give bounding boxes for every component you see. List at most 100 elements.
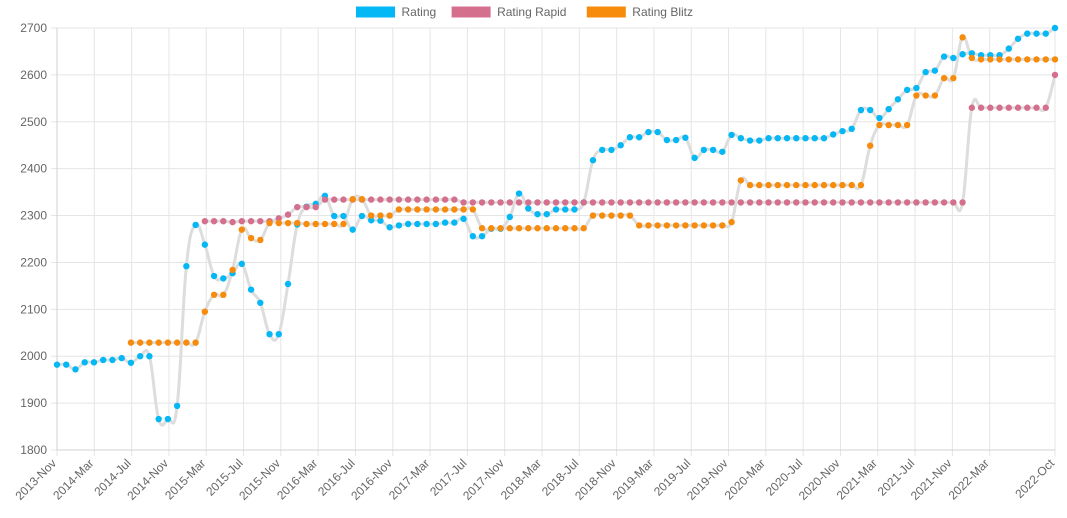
rating-point	[709, 146, 717, 154]
rating-blitz-point	[830, 181, 837, 189]
rating-blitz-point	[220, 291, 227, 298]
rating-rapid-point	[654, 199, 661, 206]
rating-point	[950, 54, 957, 62]
rating-rapid-point	[608, 199, 615, 206]
rating-rapid-point	[488, 199, 495, 206]
legend-item-rating[interactable]: Rating	[355, 5, 437, 19]
rating-point	[645, 128, 652, 136]
rating-rapid-point	[765, 199, 772, 206]
legend[interactable]: Rating Rating Rapid Rating Blitz	[355, 5, 694, 19]
rating-point	[340, 212, 347, 220]
rating-rapid-point	[663, 199, 671, 206]
legend-item-rating-rapid[interactable]: Rating Rapid	[450, 5, 566, 19]
rating-point	[562, 206, 569, 213]
rating-blitz-point	[848, 181, 855, 189]
y-tick-label: 2000	[20, 349, 47, 363]
rating-point	[238, 260, 246, 268]
rating-blitz-point	[959, 34, 966, 41]
rating-rapid-point	[802, 199, 809, 206]
rating-rapid-point	[571, 199, 578, 206]
rating-point	[626, 134, 634, 141]
rating-point	[201, 241, 209, 248]
rating-rapid-point	[987, 104, 994, 111]
rating-blitz-point	[155, 339, 162, 346]
rating-point	[266, 330, 273, 338]
rating-rapid-point	[478, 199, 486, 206]
rating-rapid-point	[1042, 104, 1049, 111]
rating-rapid-point	[432, 196, 440, 203]
rating-rapid-point	[922, 199, 929, 206]
y-tick-label: 2600	[20, 68, 47, 82]
rating-point	[515, 190, 523, 197]
rating-point	[478, 232, 486, 240]
rating-blitz-point	[931, 92, 939, 99]
legend-swatch	[585, 5, 627, 19]
rating-blitz-point	[700, 222, 708, 229]
rating-blitz-point	[839, 181, 846, 189]
rating-point	[441, 219, 449, 226]
rating-rapid-point	[1024, 104, 1031, 111]
rating-point	[118, 354, 125, 362]
rating-rapid-point	[977, 104, 985, 111]
rating-point	[820, 134, 828, 142]
rating-point	[460, 215, 467, 223]
rating-blitz-point	[451, 206, 458, 213]
rating-point	[284, 280, 292, 288]
rating-point	[1005, 45, 1012, 52]
rating-rapid-point	[737, 199, 745, 206]
rating-blitz-point	[1014, 56, 1022, 63]
grid	[51, 27, 1056, 456]
rating-point	[589, 157, 597, 164]
rating-point	[63, 361, 70, 368]
rating-point	[830, 131, 837, 138]
rating-blitz-point	[303, 220, 310, 228]
rating-point	[913, 84, 920, 92]
rating-rapid-point	[783, 199, 791, 206]
rating-point	[173, 402, 181, 410]
legend-item-rating-blitz[interactable]: Rating Blitz	[585, 5, 693, 19]
rating-rapid-point	[229, 218, 236, 226]
rating-blitz-point	[1033, 56, 1040, 63]
rating-point	[146, 353, 153, 360]
rating-point	[543, 210, 550, 218]
rating-blitz-point	[774, 181, 781, 189]
rating-rapid-point	[866, 199, 874, 206]
rating-blitz-point	[857, 181, 865, 189]
rating-point	[866, 106, 874, 114]
rating-rapid-point	[682, 199, 689, 206]
rating-blitz-point	[358, 195, 366, 203]
rating-rapid-point	[728, 199, 735, 206]
y-tick-label: 2100	[20, 302, 47, 316]
y-tick-label: 2700	[20, 21, 47, 35]
rating-blitz-line	[130, 35, 1055, 347]
rating-point	[192, 221, 199, 229]
rating-blitz-point	[663, 222, 671, 229]
rating-point	[127, 359, 135, 366]
rating-rapid-point	[340, 196, 347, 203]
rating-point	[414, 220, 421, 228]
rating-point	[571, 206, 578, 213]
rating-rapid-point	[247, 217, 255, 225]
rating-rapid-point	[1014, 104, 1022, 111]
x-tick-label: 2021-Mar	[834, 456, 880, 502]
legend-label: Rating Rapid	[497, 5, 566, 19]
rating-point	[617, 142, 624, 149]
rating-rapid-point	[257, 217, 264, 225]
rating-blitz-point	[266, 219, 273, 227]
rating-point	[663, 136, 671, 144]
rating-blitz-point	[589, 212, 597, 219]
rating-blitz-point	[275, 219, 282, 227]
rating-rapid-point	[913, 199, 920, 206]
rating-point	[552, 206, 560, 213]
rating-point	[247, 286, 255, 293]
rating-point	[746, 137, 754, 144]
rating-point	[1024, 30, 1031, 37]
rating-rapid-point	[562, 199, 569, 206]
rating-rapid-point	[996, 104, 1003, 111]
rating-rapid-point	[811, 199, 818, 206]
rating-rapid-point	[451, 196, 458, 203]
rating-point	[183, 263, 190, 270]
rating-point	[839, 127, 846, 135]
rating-point	[894, 96, 902, 103]
